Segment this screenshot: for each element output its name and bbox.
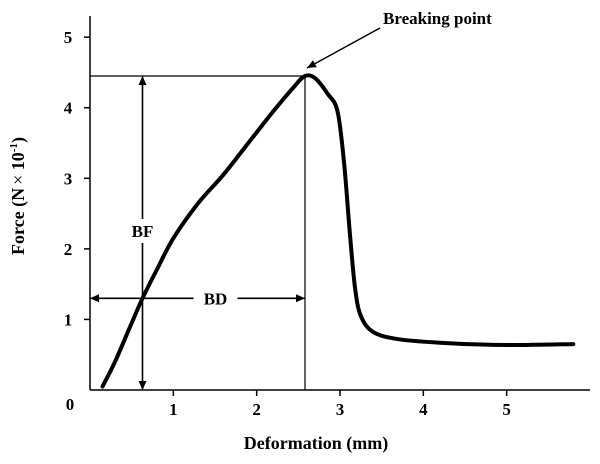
- marks: BF BD Breaking point: [90, 9, 576, 390]
- y-tick-label: 1: [64, 310, 73, 329]
- x-axis-title: Deformation (mm): [244, 433, 388, 454]
- curve-data-point: [304, 75, 307, 78]
- y-axis-title-close: ): [8, 137, 29, 143]
- y-tick-label: 2: [64, 240, 73, 259]
- ticks: 1 2 3 4 5 1 2 3 4 5: [64, 28, 511, 419]
- y-axis-title-main: Force (N: [8, 188, 29, 255]
- breaking-point-label: Breaking point: [383, 9, 492, 28]
- curve-data-point: [326, 92, 329, 95]
- x-tick-label: 5: [502, 400, 511, 419]
- curve-data-point: [372, 331, 375, 334]
- y-tick-label: 5: [64, 28, 73, 47]
- x-tick-label: 4: [419, 400, 428, 419]
- origin-label: 0: [66, 395, 75, 414]
- bf-label: BF: [132, 222, 154, 241]
- curve-data-point: [489, 343, 492, 346]
- curve-data-point: [130, 322, 133, 325]
- curve-data-point: [222, 173, 225, 176]
- curve-data-point: [530, 343, 533, 346]
- axes: [89, 16, 590, 391]
- curve-data-point: [343, 163, 346, 166]
- y-axis-title: Force (N × 10-1): [8, 137, 29, 255]
- bf-label-background: [120, 218, 165, 243]
- curve-data-point: [172, 237, 175, 240]
- x-tick-label: 1: [169, 400, 178, 419]
- curve-data-point: [272, 110, 275, 113]
- y-axis-title-exponent: -1: [8, 143, 20, 152]
- breaking-point-arrow: [306, 27, 381, 69]
- curve-data-point: [336, 110, 339, 113]
- curve-data-point: [247, 142, 250, 145]
- y-tick-label: 3: [64, 169, 73, 188]
- curve-data-point: [197, 202, 200, 205]
- curve-data-point: [397, 338, 400, 341]
- curve-data-point: [155, 269, 158, 272]
- y-tick-label: 4: [64, 99, 73, 118]
- x-tick-label: 2: [252, 400, 261, 419]
- curve-data-point: [439, 341, 442, 344]
- force-deformation-curve: [100, 73, 576, 389]
- curve-data-point: [101, 385, 104, 388]
- y-axis-title-base: 10: [8, 152, 28, 175]
- x-tick-label: 3: [336, 400, 345, 419]
- y-axis-title-times: ×: [8, 175, 28, 185]
- curve-data-point: [114, 360, 117, 363]
- bd-label: BD: [204, 289, 228, 308]
- curve-data-point: [314, 77, 317, 80]
- curve-data-point: [572, 343, 575, 346]
- curve-data-point: [349, 233, 352, 236]
- curve-data-point: [354, 286, 357, 289]
- bd-label-background: [193, 285, 238, 310]
- curve-data-point: [359, 314, 362, 317]
- curve-data-point: [293, 85, 296, 88]
- curve-data-point: [141, 297, 144, 300]
